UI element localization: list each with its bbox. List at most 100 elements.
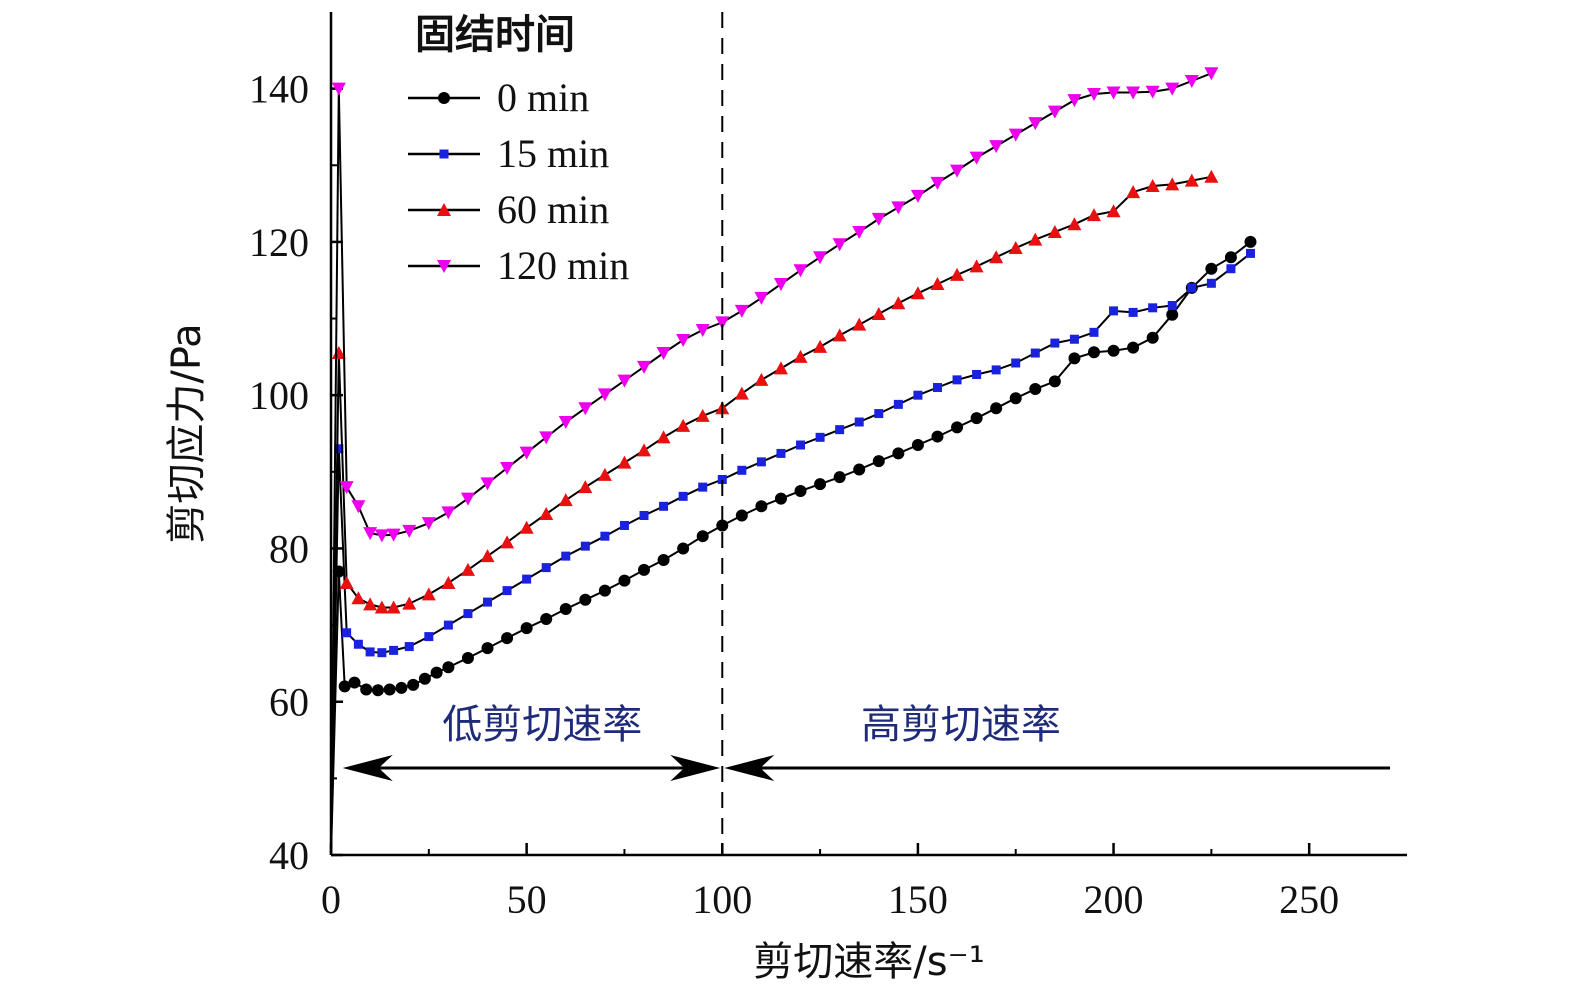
axes [329,12,1407,857]
data-point [793,264,808,278]
data-point [1067,217,1082,231]
data-point [386,600,401,614]
data-point [597,388,612,402]
data-point [872,455,885,468]
data-point [794,484,807,497]
data-point [852,225,867,239]
data-point [754,291,769,305]
data-point [932,383,942,393]
data-point [930,277,945,291]
data-point [1165,82,1180,96]
data-point [371,684,384,697]
data-point [338,680,351,693]
data-point [1107,344,1120,357]
data-point [734,304,749,318]
data-point [1069,334,1079,344]
low-shear-arrow-right [670,755,721,781]
data-point [1109,306,1119,316]
data-point [893,399,903,409]
data-point [773,278,788,292]
legend-item: 15 min [408,131,609,176]
data-point [639,511,649,521]
data-point [1204,169,1219,183]
legend: 固结时间 0 min 15 min 60 min 120 min [408,12,629,288]
data-point [437,203,451,216]
data-point [773,361,788,375]
data-point [813,251,828,265]
data-point [891,201,906,215]
data-point [1028,232,1043,246]
data-point [833,471,846,484]
data-point [776,448,786,458]
data-point [1244,235,1257,248]
data-point [637,360,652,374]
data-point [1145,178,1160,192]
data-point [1068,352,1081,365]
data-point [334,444,344,454]
data-point [1106,204,1121,218]
data-point [1050,338,1060,348]
data-point [386,528,401,542]
data-point [421,517,436,531]
data-point [835,425,845,435]
data-point [972,369,982,379]
x-axis-title: 剪切速率/s⁻¹ [753,939,984,985]
data-point [617,374,632,388]
data-point [950,267,965,281]
data-point [519,446,534,460]
data-point [1166,308,1179,321]
data-point [460,492,475,506]
data-point [854,417,864,427]
data-point [578,480,593,494]
data-point [437,260,451,273]
data-point [1224,251,1237,264]
data-point [696,530,709,543]
data-point [1067,94,1082,108]
data-point [737,465,747,475]
data-point [755,500,768,513]
data-point [463,609,473,619]
data-point [597,467,612,481]
data-point [480,549,495,563]
y-tick-label: 80 [269,526,309,571]
data-point [558,493,573,507]
x-tick-label: 150 [888,877,948,922]
data-point [1106,86,1121,100]
legend-label: 120 min [497,243,629,288]
data-point [989,250,1004,264]
data-point [1205,262,1218,275]
data-point [377,648,387,658]
data-point [832,238,847,252]
data-point [815,432,825,442]
legend-title: 固结时间 [415,12,575,58]
x-tick-label: 50 [507,877,547,922]
series-120-min [330,67,1219,856]
data-point [342,628,352,638]
data-point [969,151,984,165]
data-point [365,647,375,657]
low-shear-label: 低剪切速率 [442,702,642,748]
data-point [331,82,346,96]
high-shear-label: 高剪切速率 [861,702,1061,748]
data-point [832,328,847,342]
x-tick-label: 0 [321,877,341,922]
data-point [1128,307,1138,317]
data-point [1126,86,1141,100]
data-point [353,639,363,649]
data-point [950,164,965,178]
data-point [1086,88,1101,102]
data-point [580,541,590,551]
data-point [989,140,1004,154]
data-point [638,563,651,576]
data-point [1187,283,1197,293]
data-point [438,92,450,104]
data-point [348,676,361,689]
data-point [657,553,670,566]
data-point [1029,383,1042,396]
y-tick-label: 40 [269,833,309,878]
series-0-min [330,235,1257,856]
y-tick-label: 100 [249,373,309,418]
y-axis-title: 剪切应力/Pa [164,323,210,543]
data-point [695,408,710,422]
data-point [871,212,886,226]
